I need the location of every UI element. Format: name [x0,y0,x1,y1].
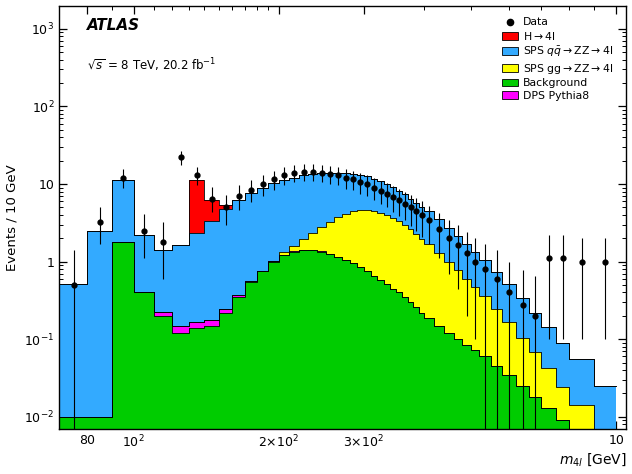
Legend: Data, H$\rightarrow$4l, SPS $q\bar{q}$$\rightarrow$ZZ$\rightarrow$4l, SPS gg$\ri: Data, H$\rightarrow$4l, SPS $q\bar{q}$$\… [501,15,616,103]
Text: ATLAS: ATLAS [87,18,140,33]
X-axis label: $m_{4l}$ [GeV]: $m_{4l}$ [GeV] [559,452,626,468]
Text: $\sqrt{s}$ = 8 TeV, 20.2 fb$^{-1}$: $\sqrt{s}$ = 8 TeV, 20.2 fb$^{-1}$ [87,56,217,74]
Y-axis label: Events / 10 GeV: Events / 10 GeV [6,164,18,271]
